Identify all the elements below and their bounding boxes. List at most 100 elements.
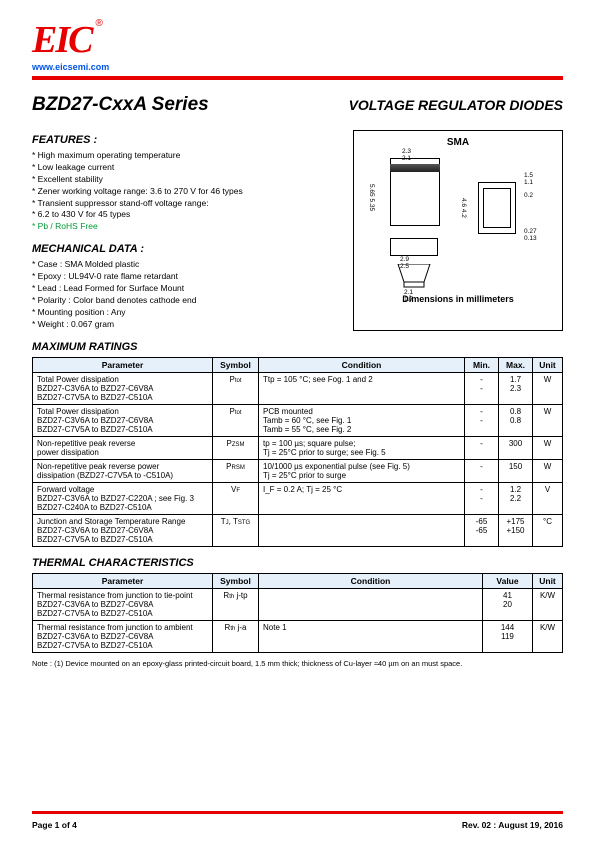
thermal-table: Parameter Symbol Condition Value Unit Th…	[32, 573, 563, 653]
feature-item: Excellent stability	[32, 174, 339, 186]
table-cell: Ptot	[213, 404, 259, 436]
table-cell: 1.72.3	[499, 372, 533, 404]
dim: 0.2	[524, 192, 533, 199]
table-cell: --	[465, 482, 499, 514]
table-cell: Thermal resistance from junction to ambi…	[33, 620, 213, 652]
features-list: High maximum operating temperature Low l…	[32, 150, 339, 233]
th-max: Max.	[499, 357, 533, 372]
dim: 0.270.13	[524, 228, 537, 242]
th-param: Parameter	[33, 357, 213, 372]
dim: 5.65 5.35	[368, 184, 375, 211]
feature-item: Transient suppressor stand-off voltage r…	[32, 198, 339, 210]
table-cell: K/W	[533, 588, 563, 620]
table-cell: 10/1000 µs exponential pulse (see Fig. 5…	[259, 459, 465, 482]
rohs-label: Pb / RoHS Free	[32, 221, 339, 233]
th-unit: Unit	[533, 573, 563, 588]
table-cell: tp = 100 µs; square pulse;Tj = 25°C prio…	[259, 436, 465, 459]
table-cell: PCB mountedTamb = 60 °C, see Fig. 1Tamb …	[259, 404, 465, 436]
table-cell: Ptot	[213, 372, 259, 404]
table-cell: --	[465, 404, 499, 436]
th-cond: Condition	[259, 357, 465, 372]
mech-item: Polarity : Color band denotes cathode en…	[32, 295, 339, 307]
dim: 1.51.1	[524, 172, 533, 186]
table-cell: Forward voltageBZD27-C3V6A to BZD27-C220…	[33, 482, 213, 514]
table-cell: +175+150	[499, 514, 533, 546]
table-cell: 1.22.2	[499, 482, 533, 514]
table-cell	[259, 514, 465, 546]
footnote: Note : (1) Device mounted on an epoxy-gl…	[32, 659, 563, 668]
dim: 2.92.5	[400, 256, 409, 270]
package-drawing: SMA 2.32.1 1.51.1 0.2 5.65 5.35 4.6 4.2 …	[353, 130, 563, 331]
series-title: BZD27-CxxA Series	[32, 94, 209, 116]
sma-label: SMA	[360, 137, 556, 148]
table-cell: TJ, TSTG	[213, 514, 259, 546]
features-heading: FEATURES :	[32, 134, 339, 146]
table-cell: Non-repetitive peak reverse powerdissipa…	[33, 459, 213, 482]
table-cell: Note 1	[259, 620, 483, 652]
table-cell: 300	[499, 436, 533, 459]
table-cell: 144119	[483, 620, 533, 652]
table-cell: VF	[213, 482, 259, 514]
revision: Rev. 02 : August 19, 2016	[462, 820, 563, 830]
table-cell: Total Power dissipationBZD27-C3V6A to BZ…	[33, 372, 213, 404]
product-type: VOLTAGE REGULATOR DIODES	[349, 97, 563, 113]
table-cell: V	[533, 482, 563, 514]
mech-item: Lead : Lead Formed for Surface Mount	[32, 283, 339, 295]
feature-item: High maximum operating temperature	[32, 150, 339, 162]
table-cell: --	[465, 372, 499, 404]
mech-item: Epoxy : UL94V-0 rate flame retardant	[32, 271, 339, 283]
table-cell: PRSM	[213, 459, 259, 482]
table-cell: °C	[533, 514, 563, 546]
dim: 2.11.7	[404, 289, 413, 303]
table-cell: W	[533, 436, 563, 459]
table-cell: PZSM	[213, 436, 259, 459]
th-value: Value	[483, 573, 533, 588]
header: EIC ® www.eicsemi.com	[32, 18, 563, 72]
th-unit: Unit	[533, 357, 563, 372]
table-cell: W	[533, 459, 563, 482]
dim: 4.6 4.2	[460, 198, 467, 218]
logo: EIC	[32, 19, 91, 61]
table-cell: -65-65	[465, 514, 499, 546]
th-symbol: Symbol	[213, 573, 259, 588]
table-cell: Non-repetitive peak reversepower dissipa…	[33, 436, 213, 459]
table-cell	[259, 588, 483, 620]
th-param: Parameter	[33, 573, 213, 588]
table-cell: Rth j-a	[213, 620, 259, 652]
table-cell: 0.80.8	[499, 404, 533, 436]
feature-item: Zener working voltage range: 3.6 to 270 …	[32, 186, 339, 198]
table-cell: Total Power dissipationBZD27-C3V6A to BZ…	[33, 404, 213, 436]
footer-divider	[32, 811, 563, 814]
max-ratings-title: MAXIMUM RATINGS	[32, 341, 563, 353]
table-cell: W	[533, 404, 563, 436]
table-cell: W	[533, 372, 563, 404]
feature-item: Low leakage current	[32, 162, 339, 174]
table-cell: I_F = 0.2 A; Tj = 25 °C	[259, 482, 465, 514]
website-url: www.eicsemi.com	[32, 62, 109, 72]
table-cell: Junction and Storage Temperature RangeBZ…	[33, 514, 213, 546]
table-cell: Rth j-tp	[213, 588, 259, 620]
mechanical-list: Case : SMA Molded plastic Epoxy : UL94V-…	[32, 259, 339, 330]
max-ratings-table: Parameter Symbol Condition Min. Max. Uni…	[32, 357, 563, 547]
divider	[32, 76, 563, 80]
dim-caption: Dimensions in millimeters	[360, 294, 556, 304]
table-cell: K/W	[533, 620, 563, 652]
feature-item: 6.2 to 430 V for 45 types	[32, 209, 339, 221]
th-min: Min.	[465, 357, 499, 372]
dim: 2.32.1	[402, 148, 411, 162]
th-cond: Condition	[259, 573, 483, 588]
table-cell: 150	[499, 459, 533, 482]
table-cell: -	[465, 436, 499, 459]
table-cell: Thermal resistance from junction to tie-…	[33, 588, 213, 620]
thermal-title: THERMAL CHARACTERISTICS	[32, 557, 563, 569]
th-symbol: Symbol	[213, 357, 259, 372]
table-cell: 4120	[483, 588, 533, 620]
table-cell: Ttp = 105 °C; see Fog. 1 and 2	[259, 372, 465, 404]
mech-item: Mounting position : Any	[32, 307, 339, 319]
mech-item: Weight : 0.067 gram	[32, 319, 339, 331]
reg-icon: ®	[95, 18, 102, 29]
table-cell: -	[465, 459, 499, 482]
mech-item: Case : SMA Molded plastic	[32, 259, 339, 271]
mechanical-heading: MECHANICAL DATA :	[32, 243, 339, 255]
page-number: Page 1 of 4	[32, 820, 77, 830]
